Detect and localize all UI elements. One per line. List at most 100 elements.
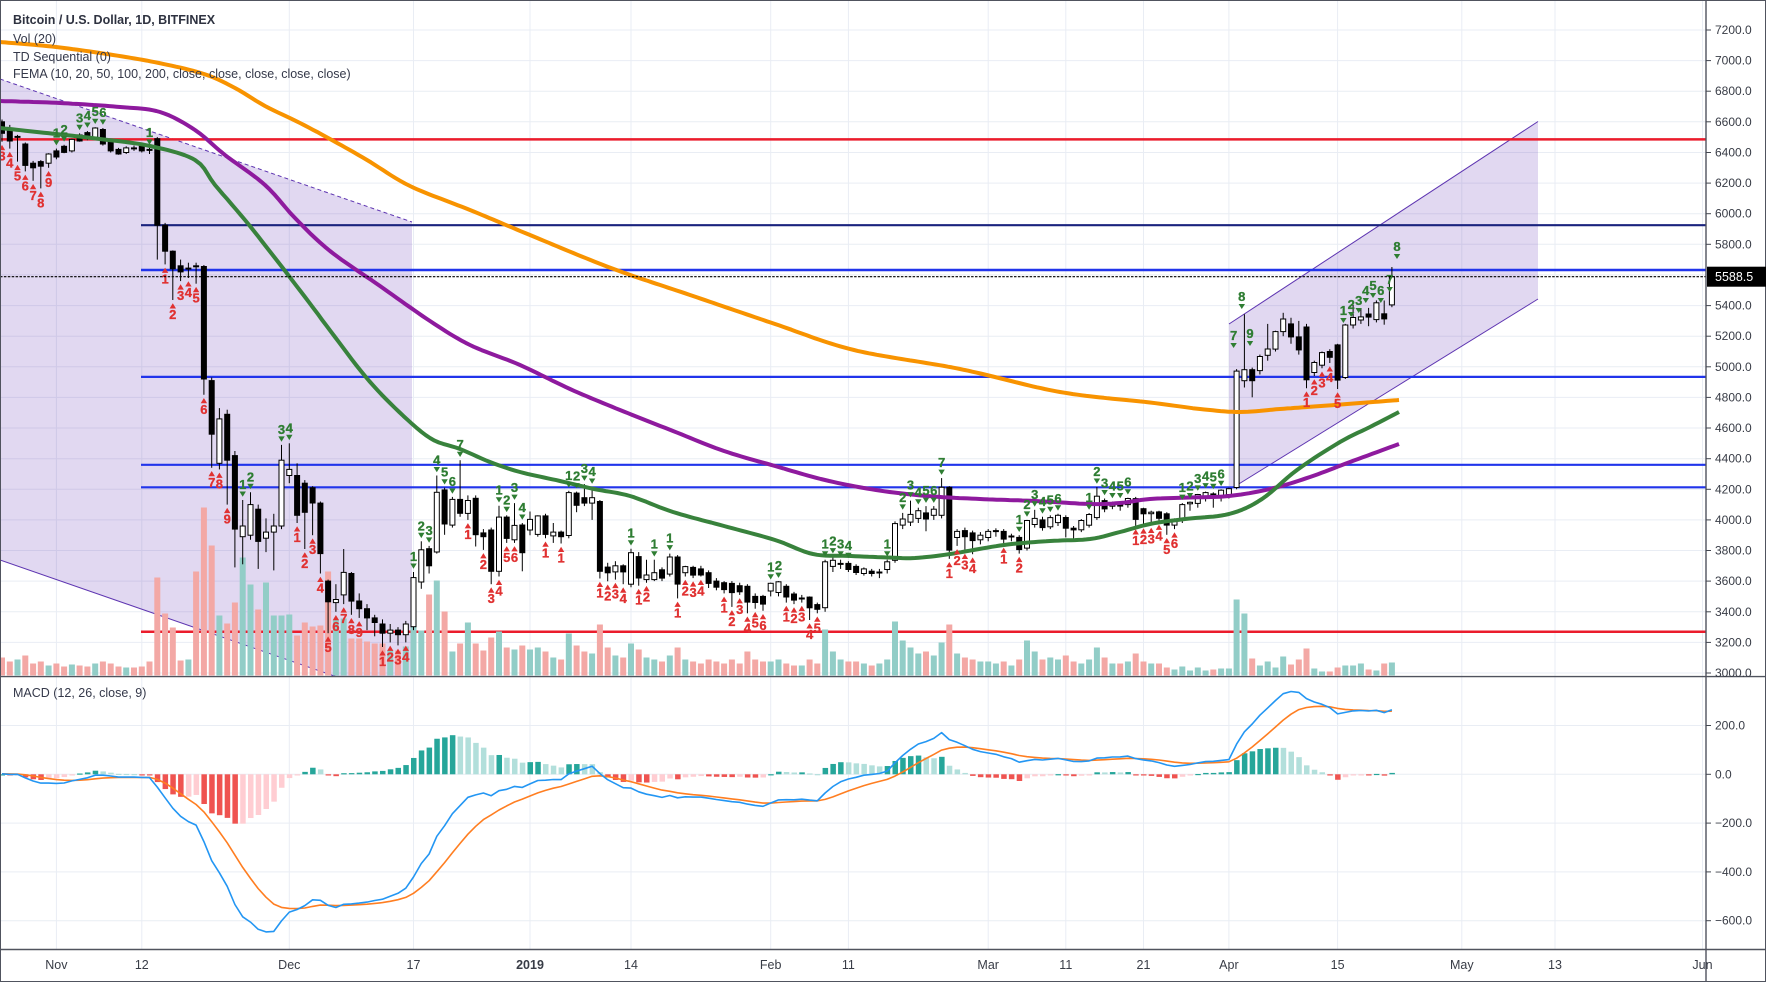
svg-text:3: 3 [1101,476,1108,491]
svg-text:6: 6 [1217,466,1224,481]
svg-text:6: 6 [200,402,207,417]
svg-text:Vol (20): Vol (20) [13,32,56,46]
svg-text:2: 2 [1311,383,1318,398]
svg-text:8: 8 [1238,289,1245,304]
svg-text:3: 3 [961,558,968,573]
svg-text:4: 4 [1109,479,1117,494]
svg-text:7: 7 [29,188,36,203]
svg-text:5: 5 [1163,542,1170,557]
svg-text:2: 2 [775,558,782,573]
svg-text:6: 6 [759,618,766,633]
svg-text:5000.0: 5000.0 [1715,360,1752,374]
svg-text:5: 5 [92,104,99,119]
svg-text:6: 6 [1054,491,1061,506]
svg-text:5: 5 [814,620,821,635]
svg-text:5588.5: 5588.5 [1715,270,1753,284]
svg-text:6: 6 [1171,536,1178,551]
svg-text:3: 3 [798,610,805,625]
svg-text:5400.0: 5400.0 [1715,299,1752,313]
svg-text:5200.0: 5200.0 [1715,329,1752,343]
svg-text:9: 9 [45,175,52,190]
svg-text:2: 2 [899,490,906,505]
svg-text:Bitcoin / U.S. Dollar, 1D, BIT: Bitcoin / U.S. Dollar, 1D, BITFINEX [13,13,216,27]
svg-text:5: 5 [922,483,929,498]
svg-text:1: 1 [379,654,386,669]
svg-text:2: 2 [790,611,797,626]
svg-text:7: 7 [938,455,945,470]
svg-text:2: 2 [682,584,689,599]
svg-text:TD Sequential (0): TD Sequential (0) [13,50,111,64]
svg-text:MACD (12, 26, close, 9): MACD (12, 26, close, 9) [13,686,146,700]
svg-text:1: 1 [596,586,603,601]
svg-text:7: 7 [456,437,463,452]
svg-text:3: 3 [581,461,588,476]
svg-text:4: 4 [495,584,503,599]
svg-text:1: 1 [1132,533,1139,548]
svg-text:11: 11 [1059,958,1072,972]
svg-text:8: 8 [1393,239,1400,254]
svg-text:3400.0: 3400.0 [1715,605,1752,619]
svg-text:Mar: Mar [977,958,999,972]
svg-text:2: 2 [247,469,254,484]
svg-text:7: 7 [1386,272,1393,287]
svg-text:3: 3 [689,585,696,600]
svg-text:Dec: Dec [278,958,300,972]
svg-text:1: 1 [53,126,60,141]
svg-text:6: 6 [22,178,29,193]
svg-text:3: 3 [0,149,6,164]
svg-text:4: 4 [185,285,193,300]
svg-text:14: 14 [624,958,638,972]
svg-text:4: 4 [969,561,977,576]
svg-text:2: 2 [169,307,176,322]
svg-text:11: 11 [842,958,855,972]
svg-text:1: 1 [720,600,727,615]
svg-text:3: 3 [425,523,432,538]
svg-text:May: May [1450,958,1474,972]
svg-text:1: 1 [1085,490,1092,505]
svg-text:4: 4 [6,156,14,171]
svg-text:4: 4 [433,453,441,468]
svg-text:12: 12 [135,958,149,972]
svg-text:15: 15 [1331,958,1345,972]
svg-text:3: 3 [736,602,743,617]
svg-text:4: 4 [915,485,923,500]
svg-text:3: 3 [1031,487,1038,502]
svg-text:6: 6 [511,550,518,565]
svg-text:4: 4 [286,420,294,435]
svg-text:5: 5 [1369,278,1376,293]
svg-text:0.0: 0.0 [1715,767,1732,781]
svg-text:−400.0: −400.0 [1715,865,1752,879]
svg-text:7200.0: 7200.0 [1715,23,1752,37]
svg-text:6600.0: 6600.0 [1715,115,1752,129]
svg-text:6000.0: 6000.0 [1715,207,1752,221]
svg-text:1: 1 [542,545,549,560]
svg-text:4: 4 [1155,528,1163,543]
svg-text:5: 5 [503,550,510,565]
svg-text:3: 3 [309,542,316,557]
svg-text:1: 1 [1340,303,1347,318]
svg-text:5: 5 [1047,492,1054,507]
svg-text:3: 3 [1148,532,1155,547]
svg-text:4600.0: 4600.0 [1715,421,1752,435]
svg-text:6: 6 [1124,475,1131,490]
svg-text:1: 1 [767,560,774,575]
svg-text:1: 1 [783,610,790,625]
svg-text:1: 1 [565,468,572,483]
svg-text:6800.0: 6800.0 [1715,84,1752,98]
svg-text:5: 5 [1117,479,1124,494]
svg-text:7: 7 [208,475,215,490]
svg-text:3000.0: 3000.0 [1715,666,1752,680]
svg-text:−600.0: −600.0 [1715,914,1752,928]
svg-text:2: 2 [1093,464,1100,479]
svg-text:3: 3 [1355,293,1362,308]
svg-text:3: 3 [394,652,401,667]
svg-text:17: 17 [407,958,421,972]
svg-text:1: 1 [946,566,953,581]
svg-text:4: 4 [806,627,814,642]
svg-text:7: 7 [1230,328,1237,343]
svg-text:2: 2 [1016,561,1023,576]
svg-text:3: 3 [278,422,285,437]
svg-text:5: 5 [1210,469,1217,484]
svg-text:2: 2 [387,649,394,664]
svg-text:1: 1 [1000,551,1007,566]
